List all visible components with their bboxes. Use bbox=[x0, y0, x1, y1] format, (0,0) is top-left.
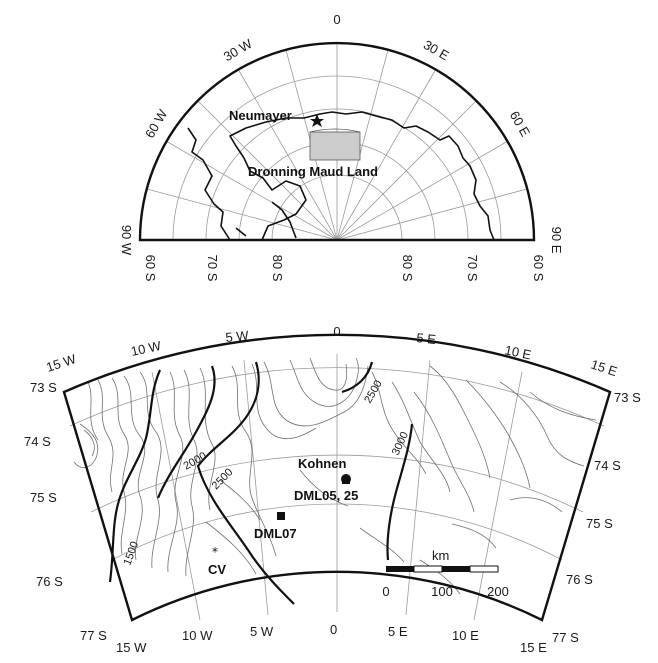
overview-coastline bbox=[187, 111, 495, 241]
overview-lon-label-90w: 90 W bbox=[119, 225, 134, 256]
detail-bottom-lon-15w: 15 W bbox=[116, 640, 147, 655]
contour-2000 bbox=[156, 365, 216, 499]
contour-3000 bbox=[386, 423, 414, 561]
study-area-top-edge bbox=[309, 128, 361, 133]
contour-label-1500: 1500 bbox=[122, 540, 142, 567]
overview-lat-label-80s-left: 80 S bbox=[270, 255, 285, 282]
detail-bottom-lon-10e: 10 E bbox=[452, 628, 479, 643]
overview-frame bbox=[138, 41, 536, 242]
detail-top-lon-0: 0 bbox=[333, 324, 340, 339]
region-label: Dronning Maud Land bbox=[248, 164, 378, 179]
detail-top-lon-5e: 5 E bbox=[416, 330, 437, 347]
dml05-label: DML05, 25 bbox=[294, 488, 358, 503]
overview-map: Neumayer Dronning Maud Land 0 30 W 30 E … bbox=[119, 12, 564, 282]
detail-bottom-lon-15e: 15 E bbox=[520, 640, 547, 655]
neumayer-label: Neumayer bbox=[229, 108, 292, 123]
scale-unit: km bbox=[432, 548, 449, 563]
detail-bottom-lon-5w: 5 W bbox=[250, 624, 274, 639]
scale-tick-100: 100 bbox=[431, 584, 453, 599]
overview-ice-shelf bbox=[235, 201, 297, 239]
detail-bottom-lon-10w: 10 W bbox=[182, 628, 213, 643]
detail-top-lon-5w: 5 W bbox=[225, 328, 250, 345]
contour-2500-left bbox=[196, 361, 295, 605]
detail-top-lon-15e: 15 E bbox=[589, 357, 619, 380]
study-area-box bbox=[309, 131, 361, 161]
scale-tick-0: 0 bbox=[382, 584, 389, 599]
thin-contours bbox=[73, 357, 597, 595]
detail-right-lat-75s: 75 S bbox=[586, 516, 613, 531]
overview-lat-label-60s-right: 60 S bbox=[531, 255, 546, 282]
overview-lon-label-60w: 60 W bbox=[142, 106, 171, 140]
overview-lat-label-60s-left: 60 S bbox=[143, 255, 158, 282]
detail-bottom-lon-0: 0 bbox=[330, 622, 337, 637]
contour-2500-right bbox=[341, 361, 374, 394]
overview-lat-label-70s-left: 70 S bbox=[205, 255, 220, 282]
kohnen-label: Kohnen bbox=[298, 456, 346, 471]
detail-right-lat-74s: 74 S bbox=[594, 458, 621, 473]
cv-label: CV bbox=[208, 562, 226, 577]
scale-bar: km 0 100 200 bbox=[382, 548, 508, 599]
overview-lon-label-90e: 90 E bbox=[549, 227, 564, 254]
overview-lat-label-70s-right: 70 S bbox=[465, 255, 480, 282]
detail-right-lat-77s: 77 S bbox=[552, 630, 579, 645]
cv-marker: * bbox=[212, 545, 218, 559]
dml07-label: DML07 bbox=[254, 526, 297, 541]
overview-lat-label-80s-right: 80 S bbox=[400, 255, 415, 282]
overview-lon-label-60e: 60 E bbox=[507, 108, 534, 139]
detail-right-lat-73s: 73 S bbox=[614, 390, 641, 405]
detail-left-lat-75s: 75 S bbox=[30, 490, 57, 505]
detail-top-lon-10e: 10 E bbox=[503, 342, 533, 362]
detail-left-lat-73s: 73 S bbox=[30, 380, 57, 395]
dml07-marker bbox=[277, 512, 285, 520]
detail-bottom-lon-5e: 5 E bbox=[388, 624, 408, 639]
detail-frame bbox=[62, 333, 612, 622]
detail-meridians bbox=[151, 354, 523, 621]
detail-map: 1500 2000 2500 2500 3000 Kohnen DML05, 2… bbox=[24, 324, 641, 655]
detail-right-lat-76s: 76 S bbox=[566, 572, 593, 587]
detail-left-lat-77s: 77 S bbox=[80, 628, 107, 643]
dml05-marker bbox=[342, 476, 350, 484]
detail-left-lat-76s: 76 S bbox=[36, 574, 63, 589]
overview-lon-label-30w: 30 W bbox=[221, 36, 255, 65]
neumayer-marker bbox=[310, 114, 324, 127]
detail-top-lon-10w: 10 W bbox=[130, 338, 164, 359]
detail-left-lat-74s: 74 S bbox=[24, 434, 51, 449]
detail-top-lon-15w: 15 W bbox=[44, 351, 78, 375]
contour-1500 bbox=[108, 369, 162, 583]
overview-lon-label-30e: 30 E bbox=[421, 37, 452, 64]
thick-contours bbox=[108, 361, 414, 605]
scale-tick-200: 200 bbox=[487, 584, 509, 599]
overview-lon-label-0: 0 bbox=[333, 12, 340, 27]
